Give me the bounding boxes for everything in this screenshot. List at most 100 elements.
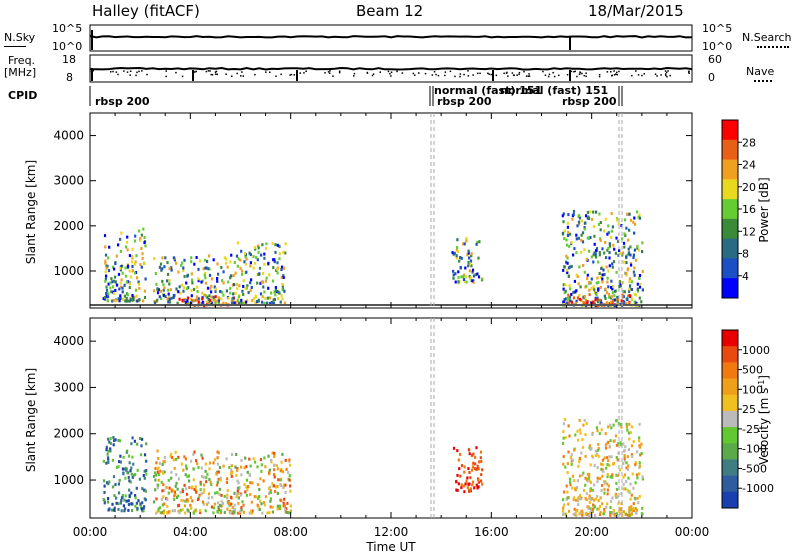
scatter-cell: [129, 480, 132, 484]
scatter-cell: [103, 234, 107, 238]
scatter-cell: [173, 494, 176, 498]
scatter-cell: [604, 432, 607, 436]
scatter-cell: [103, 501, 106, 505]
scatter-cell: [197, 279, 200, 283]
scatter-cell: [626, 428, 629, 432]
scatter-cell: [239, 266, 242, 270]
nave-point: [146, 73, 148, 76]
scatter-cell: [112, 485, 115, 489]
scatter-cell: [269, 505, 272, 509]
scatter-cell: [219, 478, 222, 482]
scatter-cell: [190, 459, 193, 463]
scatter-cell: [289, 463, 292, 467]
scatter-cell: [105, 294, 108, 298]
scatter-cell: [131, 509, 134, 513]
scatter-cell: [234, 465, 237, 469]
scatter-cell: [260, 253, 263, 257]
scatter-cell: [285, 507, 288, 511]
scatter-cell: [465, 236, 468, 240]
scatter-cell: [219, 503, 222, 507]
scatter-cell: [244, 255, 247, 259]
scatter-cell: [190, 288, 193, 292]
scatter-cell: [126, 264, 130, 268]
nave-point: [209, 70, 211, 72]
scatter-cell: [611, 262, 614, 266]
scatter-cell: [168, 486, 171, 490]
nave-point: [293, 74, 295, 76]
scatter-cell: [111, 299, 114, 303]
scatter-cell: [131, 260, 134, 264]
scatter-cell: [592, 210, 595, 214]
scatter-cell: [640, 452, 643, 456]
nave-point: [371, 74, 374, 77]
scatter-cell: [630, 444, 634, 448]
scatter-cell: [145, 469, 148, 473]
scatter-cell: [638, 466, 641, 470]
scatter-cell: [610, 229, 613, 233]
scatter-cell: [128, 282, 131, 286]
scatter-cell: [575, 299, 578, 303]
scatter-cell: [593, 464, 596, 468]
scatter-cell: [567, 301, 570, 305]
scatter-cell: [572, 253, 575, 257]
nave-point: [210, 73, 212, 76]
scatter-cell: [154, 467, 157, 470]
scatter-cell: [589, 236, 592, 239]
scatter-cell: [260, 280, 263, 284]
scatter-cell: [599, 275, 603, 279]
scatter-cell: [479, 456, 482, 460]
scatter-cell: [214, 287, 218, 291]
scatter-cell: [224, 302, 227, 306]
scatter-cell: [250, 509, 253, 513]
scatter-cell: [469, 476, 472, 480]
scatter-cell: [462, 275, 465, 279]
scatter-cell: [192, 511, 195, 515]
scatter-cell: [119, 249, 122, 253]
scatter-cell: [628, 289, 631, 293]
power-colorbar: [722, 120, 738, 299]
colorbar-swatch: [722, 238, 738, 259]
scatter-cell: [170, 452, 173, 456]
scatter-cell: [566, 490, 569, 494]
scatter-cell: [622, 301, 625, 305]
scatter-cell: [208, 478, 211, 481]
scatter-cell: [144, 489, 147, 493]
scatter-cell: [122, 455, 125, 459]
scatter-cell: [632, 220, 635, 224]
x-tick-label: 04:00: [173, 525, 208, 539]
scatter-cell: [121, 467, 124, 471]
scatter-cell: [128, 461, 131, 465]
scatter-cell: [629, 431, 632, 435]
scatter-cell: [638, 439, 641, 443]
scatter-cell: [177, 270, 180, 274]
nave-point: [611, 74, 613, 77]
scatter-cell: [600, 428, 603, 432]
scatter-cell: [137, 298, 140, 302]
scatter-cell: [610, 294, 613, 298]
scatter-cell: [464, 482, 467, 486]
scatter-cell: [584, 454, 587, 458]
scatter-cell: [143, 476, 146, 480]
scatter-cell: [175, 473, 178, 477]
scatter-cell: [204, 294, 208, 298]
scatter-cell: [169, 288, 172, 292]
scatter-cell: [615, 443, 618, 447]
scatter-cell: [140, 444, 143, 448]
nave-point: [454, 75, 456, 78]
scatter-cell: [167, 491, 170, 495]
scatter-cell: [205, 502, 208, 506]
scatter-cell: [587, 506, 590, 510]
scatter-cell: [284, 251, 287, 255]
velocity-colorbar: [722, 330, 738, 509]
y-tick-label: 2000: [53, 427, 84, 441]
scatter-cell: [270, 300, 273, 304]
cpid-label: CPID: [8, 89, 38, 102]
scatter-cell: [156, 486, 159, 490]
scatter-cell: [262, 285, 265, 289]
scatter-cell: [244, 262, 248, 266]
scatter-cell: [113, 292, 116, 295]
colorbar-swatch: [722, 427, 738, 444]
scatter-cell: [625, 272, 628, 275]
scatter-cell: [134, 234, 137, 238]
scatter-cell: [581, 513, 584, 517]
